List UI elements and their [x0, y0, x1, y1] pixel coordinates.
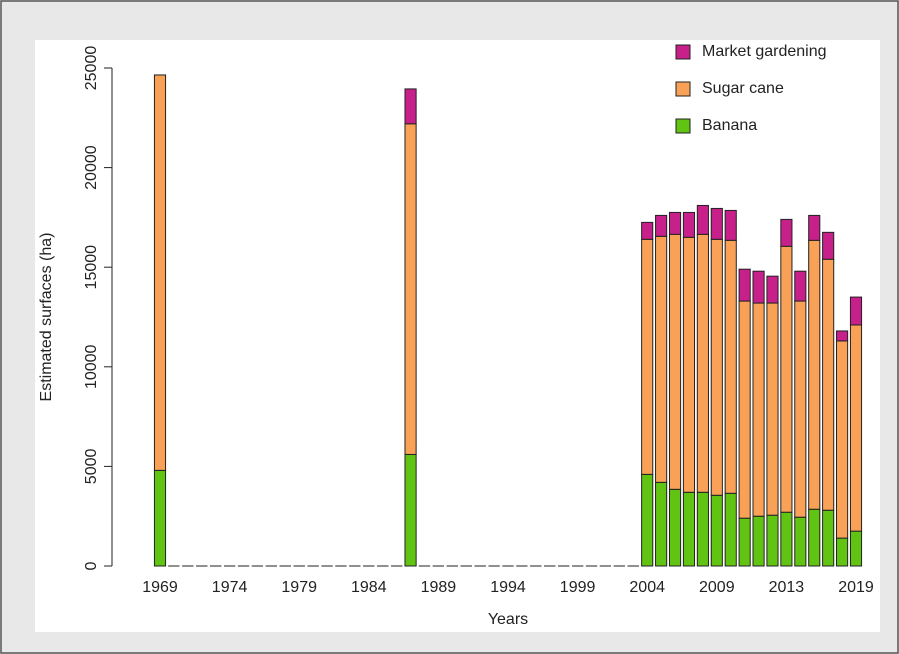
- x-tick-label: 1989: [421, 579, 457, 596]
- y-tick-label: 15000: [83, 245, 100, 290]
- bar-segment: [668, 488, 682, 567]
- bar-segment: [710, 238, 723, 496]
- bar-segment: [724, 492, 737, 567]
- bar-segment: [404, 453, 417, 567]
- bar-segment: [794, 516, 807, 567]
- bar-segment: [738, 300, 751, 519]
- legend-label: Market gardening: [702, 43, 827, 60]
- x-tick-label: 2009: [699, 579, 735, 596]
- bar-segment: [655, 214, 668, 237]
- y-tick-label: 0: [83, 561, 100, 570]
- bar-segment: [766, 514, 779, 567]
- bar-segment: [696, 233, 709, 493]
- bar-segment: [849, 530, 863, 567]
- bar-segment: [808, 214, 821, 241]
- bar-segment: [153, 74, 167, 471]
- bar-segment: [738, 517, 751, 567]
- bar-segment: [682, 211, 696, 238]
- bar-segment: [682, 236, 696, 493]
- bar-segment: [836, 340, 849, 539]
- bar-segment: [404, 88, 417, 125]
- x-axis-label: Years: [488, 611, 528, 628]
- y-tick-label: 10000: [83, 344, 100, 389]
- x-tick-label: 2013: [769, 579, 805, 596]
- y-axis-label: Estimated surfaces (ha): [38, 233, 55, 402]
- x-tick-label: 1979: [281, 579, 317, 596]
- x-tick-label: 2004: [629, 579, 665, 596]
- bar-segment: [780, 245, 793, 513]
- legend-swatch: [675, 118, 691, 134]
- bar-segment: [808, 508, 821, 567]
- bar-segment: [655, 235, 668, 483]
- bar-segment: [822, 509, 835, 567]
- bar-segment: [404, 123, 417, 455]
- legend-label: Sugar cane: [702, 80, 784, 97]
- bar-segment: [153, 469, 167, 567]
- bar-segment: [822, 258, 835, 511]
- bar-segment: [710, 207, 723, 240]
- x-tick-label: 1994: [490, 579, 526, 596]
- bar-segment: [724, 209, 737, 241]
- bar-segment: [655, 481, 668, 567]
- legend-label: Banana: [702, 117, 757, 134]
- x-tick-label: 1999: [560, 579, 596, 596]
- bar-segment: [794, 300, 807, 518]
- x-tick-label: 1969: [142, 579, 178, 596]
- bar-segment: [641, 221, 654, 240]
- bar-segment: [682, 491, 696, 567]
- y-tick-label: 5000: [83, 449, 100, 485]
- x-tick-label: 1984: [351, 579, 387, 596]
- bar-segment: [752, 302, 765, 517]
- bar-segment: [780, 218, 793, 247]
- bar-segment: [808, 239, 821, 510]
- bar-segment: [849, 296, 863, 326]
- bar-segment: [641, 473, 654, 567]
- bar-segment: [822, 231, 835, 260]
- bar-segment: [752, 515, 765, 567]
- x-tick-label: 1974: [212, 579, 248, 596]
- bar-segment: [724, 239, 737, 494]
- x-tick-label: 2019: [838, 579, 874, 596]
- bar-segment: [794, 270, 807, 302]
- bar-segment: [696, 204, 709, 235]
- legend-swatch: [675, 44, 691, 60]
- bar-segment: [668, 233, 682, 490]
- bar-segment: [641, 238, 654, 475]
- bar-segment: [668, 211, 682, 235]
- bar-segment: [752, 270, 765, 304]
- bar-segment: [836, 537, 849, 567]
- bar-segment: [780, 511, 793, 567]
- y-tick-label: 25000: [83, 46, 100, 91]
- y-tick-label: 20000: [83, 145, 100, 190]
- bar-segment: [710, 494, 723, 567]
- legend-swatch: [675, 81, 691, 97]
- bar-segment: [836, 330, 849, 342]
- bar-segment: [849, 324, 863, 532]
- bar-segment: [766, 302, 779, 516]
- bar-segment: [766, 275, 779, 304]
- bar-segment: [696, 491, 709, 567]
- bar-segment: [738, 268, 751, 302]
